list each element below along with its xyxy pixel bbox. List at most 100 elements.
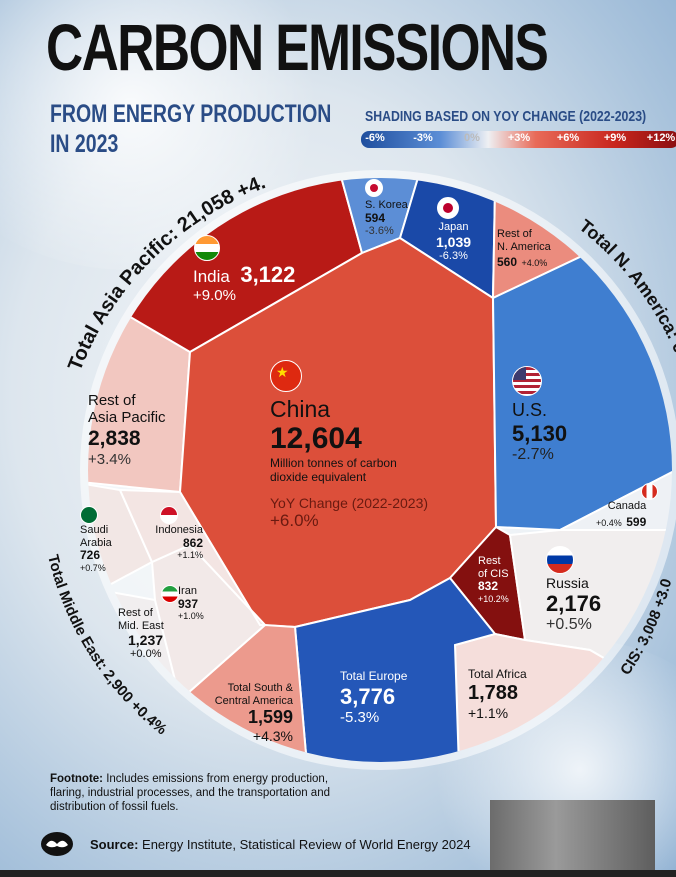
rest-mid-east-name-1: Rest of xyxy=(118,607,153,619)
total-sca-name-1: Total South & xyxy=(227,682,293,694)
footnote-label: Footnote: xyxy=(50,773,104,785)
india-value: 3,122 xyxy=(240,262,296,287)
iran-change: +1.0% xyxy=(178,611,204,622)
scale-tick: -3% xyxy=(413,132,433,144)
china-value: 12,604 xyxy=(270,422,362,456)
china-unit-line-2: dioxide equivalent xyxy=(270,469,367,484)
total-europe-change: -5.3% xyxy=(340,709,380,727)
russia-value: 2,176 xyxy=(546,591,602,617)
segment-europe xyxy=(293,576,497,762)
scale-tick: +3% xyxy=(507,132,531,144)
rest-cis-label: Rest of CIS 832 +10.2% xyxy=(478,555,509,604)
total-sca-change: +4.3% xyxy=(252,727,293,744)
skorea-name: S. Korea xyxy=(365,199,408,211)
page-title: CARBON EMISSIONS xyxy=(46,10,549,84)
rest-mid-east-value: 1,237 xyxy=(128,632,164,649)
total-africa-change: +1.1% xyxy=(468,704,509,721)
china-flag-icon: ★ xyxy=(270,360,302,392)
scale-tick: +12% xyxy=(646,132,676,144)
rest-asia-pacific-value: 2,838 xyxy=(88,426,141,450)
indonesia-change: +1.1% xyxy=(177,550,203,561)
source-text: Energy Institute, Statistical Review of … xyxy=(142,837,471,852)
legend-title: SHADING BASED ON YOY CHANGE (2022-2023) xyxy=(365,108,647,125)
saudi-arabia-name-2: Arabia xyxy=(80,536,112,549)
rest-mid-east-name-2: Mid. East xyxy=(118,619,164,632)
us-name: U.S. xyxy=(512,400,548,420)
scale-tick: +9% xyxy=(603,132,627,144)
skorea-label: S. Korea 594 -3.6% xyxy=(365,199,408,238)
china-unit-line-1: Million tonnes of carbon xyxy=(270,455,397,470)
china-change: +6.0% xyxy=(270,510,319,530)
total-europe-name: Total Europe xyxy=(340,669,408,683)
japan-flag-icon xyxy=(437,197,459,219)
rest-n-america-name-1: Rest of xyxy=(497,228,532,240)
skorea-change: -3.6% xyxy=(365,225,394,238)
total-sca-value: 1,599 xyxy=(247,707,293,728)
total-europe-label: Total Europe 3,776 -5.3% xyxy=(340,669,408,727)
rest-n-america-value: 560 xyxy=(497,255,518,270)
russia-name: Russia xyxy=(546,575,589,591)
subtitle-line-2: IN 2023 xyxy=(50,130,119,158)
source-line: Source: Energy Institute, Statistical Re… xyxy=(90,837,471,852)
subtitle-line-1: FROM ENERGY PRODUCTION xyxy=(50,100,332,128)
scale-tick: +6% xyxy=(556,132,580,144)
visual-capitalist-logo-icon xyxy=(41,832,73,856)
rest-cis-change: +10.2% xyxy=(478,594,509,605)
skorea-value: 594 xyxy=(365,210,386,225)
segment-saudi xyxy=(88,478,154,602)
india-change: +9.0% xyxy=(193,287,236,305)
rest-mid-east-change: +0.0% xyxy=(130,648,162,661)
indonesia-name: Indonesia xyxy=(155,524,203,536)
rest-cis-name-2: of CIS xyxy=(478,567,509,580)
rest-cis-value: 832 xyxy=(478,579,499,594)
rest-asia-pacific-name-1: Rest of xyxy=(88,392,136,409)
saudi-arabia-name-1: Saudi xyxy=(80,524,109,536)
saudi-arabia-change: +0.7% xyxy=(80,563,106,574)
rest-mid-east-label: Rest of Mid. East 1,237 +0.0% xyxy=(118,607,164,661)
footnote-text: Includes emissions from energy productio… xyxy=(50,773,330,813)
japan-label: Japan 1,039 -6.3% xyxy=(436,221,471,262)
us-flag-icon xyxy=(512,366,542,396)
canada-name: Canada xyxy=(607,500,647,512)
total-sca-name-2: Central America xyxy=(214,694,293,707)
scale-tick: 0% xyxy=(464,132,480,144)
saudi-arabia-label: Saudi Arabia 726 +0.7% xyxy=(80,524,112,573)
rest-n-america-name-2: N. America xyxy=(497,240,551,253)
rest-asia-pacific-change: +3.4% xyxy=(88,450,131,468)
us-change: -2.7% xyxy=(512,445,554,463)
saudi-arabia-flag-icon xyxy=(80,506,98,524)
russia-change: +0.5% xyxy=(546,616,592,634)
total-africa-label: Total Africa 1,788 +1.1% xyxy=(468,667,527,721)
color-scale-legend: -6% -3% 0% +3% +6% +9% +12% xyxy=(361,131,676,148)
saudi-arabia-value: 726 xyxy=(80,548,101,563)
china-name: China xyxy=(270,396,331,422)
rest-asia-pacific-name-2: Asia Pacific xyxy=(88,409,166,427)
segment-indonesia xyxy=(118,488,268,626)
iran-name: Iran xyxy=(178,585,197,597)
canada-change: +0.4% xyxy=(596,517,622,528)
cooling-tower-decoration xyxy=(490,800,655,877)
source-label: Source: xyxy=(90,837,139,852)
japan-name: Japan xyxy=(438,221,469,233)
canada-flag-icon xyxy=(641,483,658,500)
japan-value: 1,039 xyxy=(436,233,472,250)
iran-value: 937 xyxy=(178,596,199,611)
indonesia-value: 862 xyxy=(182,535,203,550)
indonesia-label: Indonesia 862 +1.1% xyxy=(150,524,203,561)
rest-n-america-change: +4.0% xyxy=(521,258,548,269)
scale-tick: -6% xyxy=(365,132,385,144)
total-sca-label: Total South & Central America 1,599 +4.3… xyxy=(205,682,293,744)
indonesia-flag-icon xyxy=(160,506,178,524)
total-africa-value: 1,788 xyxy=(468,681,519,704)
footnote: Footnote: Includes emissions from energy… xyxy=(50,773,350,814)
rest-cis-name-1: Rest xyxy=(478,555,501,567)
japan-change: -6.3% xyxy=(439,249,468,262)
china-yoy-label: YoY Change (2022-2023) xyxy=(270,494,429,511)
rest-asia-pacific-label: Rest of Asia Pacific 2,838 +3.4% xyxy=(88,392,166,468)
us-value: 5,130 xyxy=(512,420,568,446)
russia-flag-icon xyxy=(546,546,574,574)
india-label: India 3,122 +9.0% xyxy=(193,262,295,305)
russia-label: Russia 2,176 +0.5% xyxy=(546,575,601,635)
